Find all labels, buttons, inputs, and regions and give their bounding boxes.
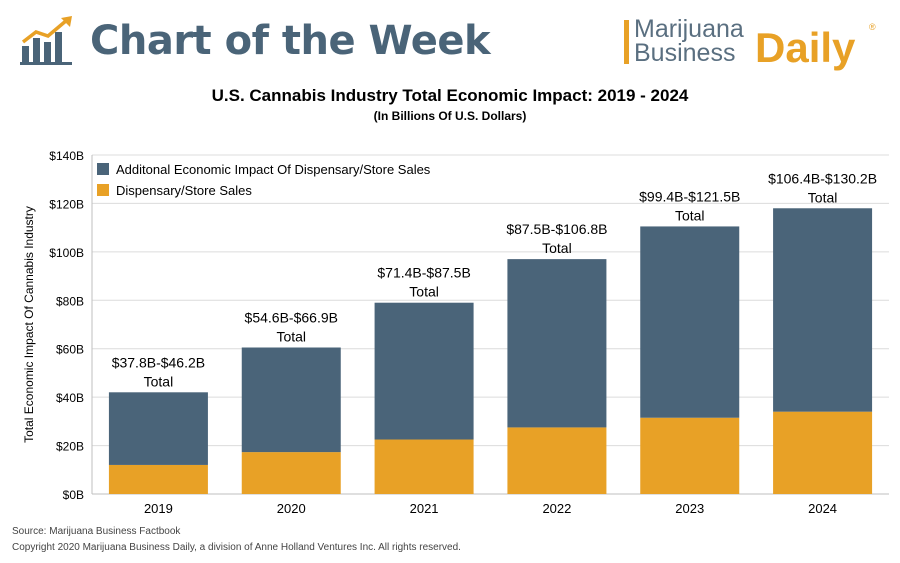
total-range-label: $87.5B-$106.8B [506,221,607,237]
bar-dispensary-2019 [108,464,208,494]
bar-additional-2022 [507,259,607,428]
bar-additional-2020 [241,347,341,453]
bar-dispensary-2021 [374,439,474,494]
bar-dispensary-2020 [241,452,341,494]
total-range-label: $54.6B-$66.9B [245,310,338,326]
legend-swatch [97,163,109,175]
legend-label: Dispensary/Store Sales [116,183,252,198]
total-label: Total [542,240,572,256]
total-label: Total [144,373,174,389]
legend-swatch [97,184,109,196]
y-axis-title: Total Economic Impact Of Cannabis Indust… [22,206,36,443]
x-tick-label: 2020 [277,501,306,516]
chart-of-the-week-header: Chart of the Week [20,14,491,68]
source-note: Source: Marijuana Business Factbook [12,526,181,537]
bar-additional-2019 [108,392,208,465]
y-tick-label: $40B [56,391,84,405]
total-range-label: $71.4B-$87.5B [377,265,470,281]
y-tick-label: $140B [49,149,84,163]
x-tick-label: 2019 [144,501,173,516]
brand-line2: Business [634,39,736,67]
x-tick-label: 2023 [675,501,704,516]
x-tick-label: 2024 [808,501,837,516]
copyright-note: Copyright 2020 Marijuana Business Daily,… [12,542,461,553]
chart-subtitle: (In Billions Of U.S. Dollars) [373,109,527,123]
header-title: Chart of the Week [90,18,491,64]
bar-dispensary-2023 [640,417,740,494]
bar-additional-2023 [640,226,740,418]
brand-logo: Marijuana Business Daily ® [624,16,884,72]
chart-title: U.S. Cannabis Industry Total Economic Im… [211,86,689,105]
x-tick-label: 2022 [542,501,571,516]
y-tick-label: $100B [49,246,84,260]
legend-label: Additonal Economic Impact Of Dispensary/… [116,162,431,177]
y-tick-label: $80B [56,294,84,308]
y-tick-label: $60B [56,343,84,357]
y-tick-label: $0B [63,488,84,502]
total-range-label: $37.8B-$46.2B [112,354,205,370]
total-range-label: $99.4B-$121.5B [639,188,740,204]
bar-dispensary-2022 [507,427,607,494]
brand-line1: Marijuana [634,15,744,43]
brand-logo-bar [624,20,629,64]
bar-dispensary-2024 [773,411,873,494]
brand-registered-mark: ® [869,22,876,32]
y-tick-label: $120B [49,197,84,211]
total-label: Total [409,284,439,300]
total-label: Total [808,189,838,205]
chart-up-icon [20,16,72,65]
total-range-label: $106.4B-$130.2B [768,170,877,186]
bar-additional-2021 [374,302,474,440]
brand-daily: Daily [755,24,856,71]
bar-additional-2024 [773,208,873,412]
total-label: Total [276,329,306,345]
y-tick-label: $20B [56,440,84,454]
total-label: Total [675,207,705,223]
x-tick-label: 2021 [410,501,439,516]
